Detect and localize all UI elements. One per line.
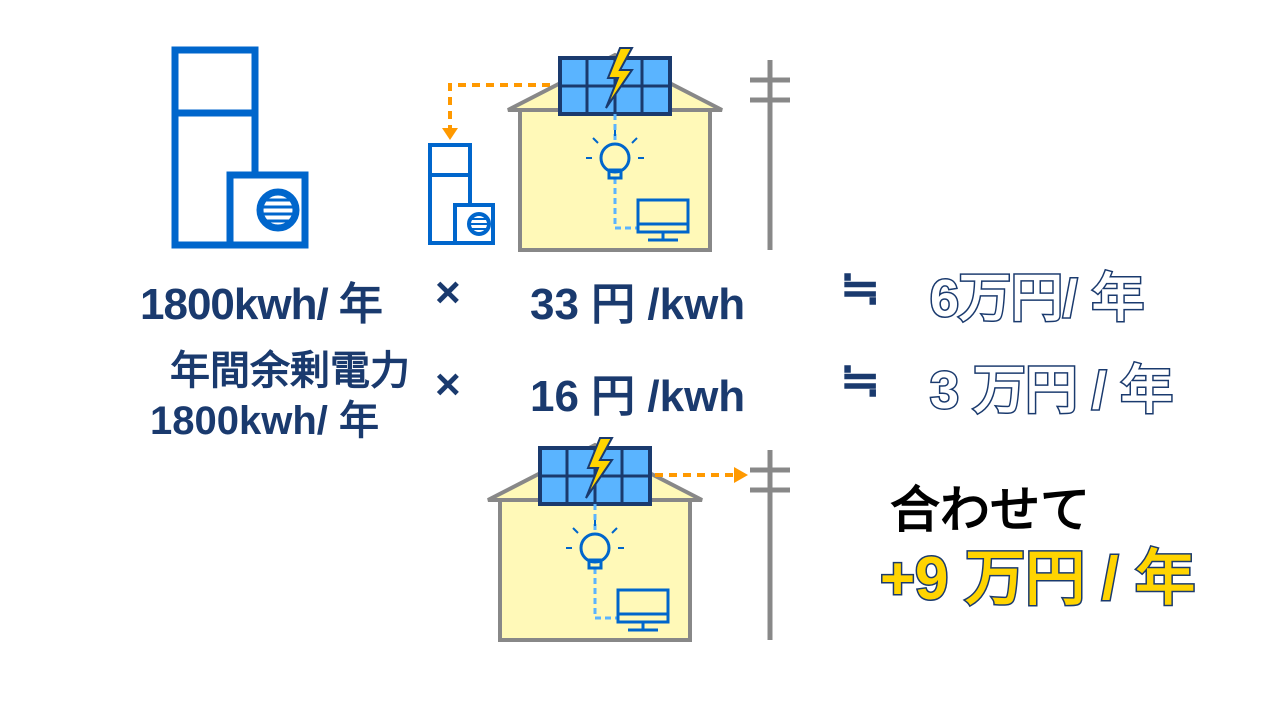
house-solar-sell-icon bbox=[480, 430, 840, 650]
appliance-icon bbox=[170, 45, 310, 255]
house-solar-consume-icon bbox=[420, 40, 820, 260]
row1-operator: × bbox=[435, 268, 461, 318]
row2-rate: 16 円 /kwh bbox=[530, 360, 745, 424]
row1-result: 6万円/ 年 bbox=[930, 256, 1144, 331]
row2-operator: × bbox=[435, 360, 461, 410]
row1-quantity: 1800kwh/ 年 bbox=[140, 268, 382, 332]
row2-label-line2: 1800kwh/ 年 bbox=[150, 388, 379, 446]
row1-rate: 33 円 /kwh bbox=[530, 268, 745, 332]
row2-result: 3 万円 / 年 bbox=[930, 348, 1173, 423]
row1-approx: ≒ bbox=[840, 260, 880, 316]
total-value: +9 万円 / 年 bbox=[880, 530, 1195, 617]
row2-approx: ≒ bbox=[840, 352, 880, 408]
